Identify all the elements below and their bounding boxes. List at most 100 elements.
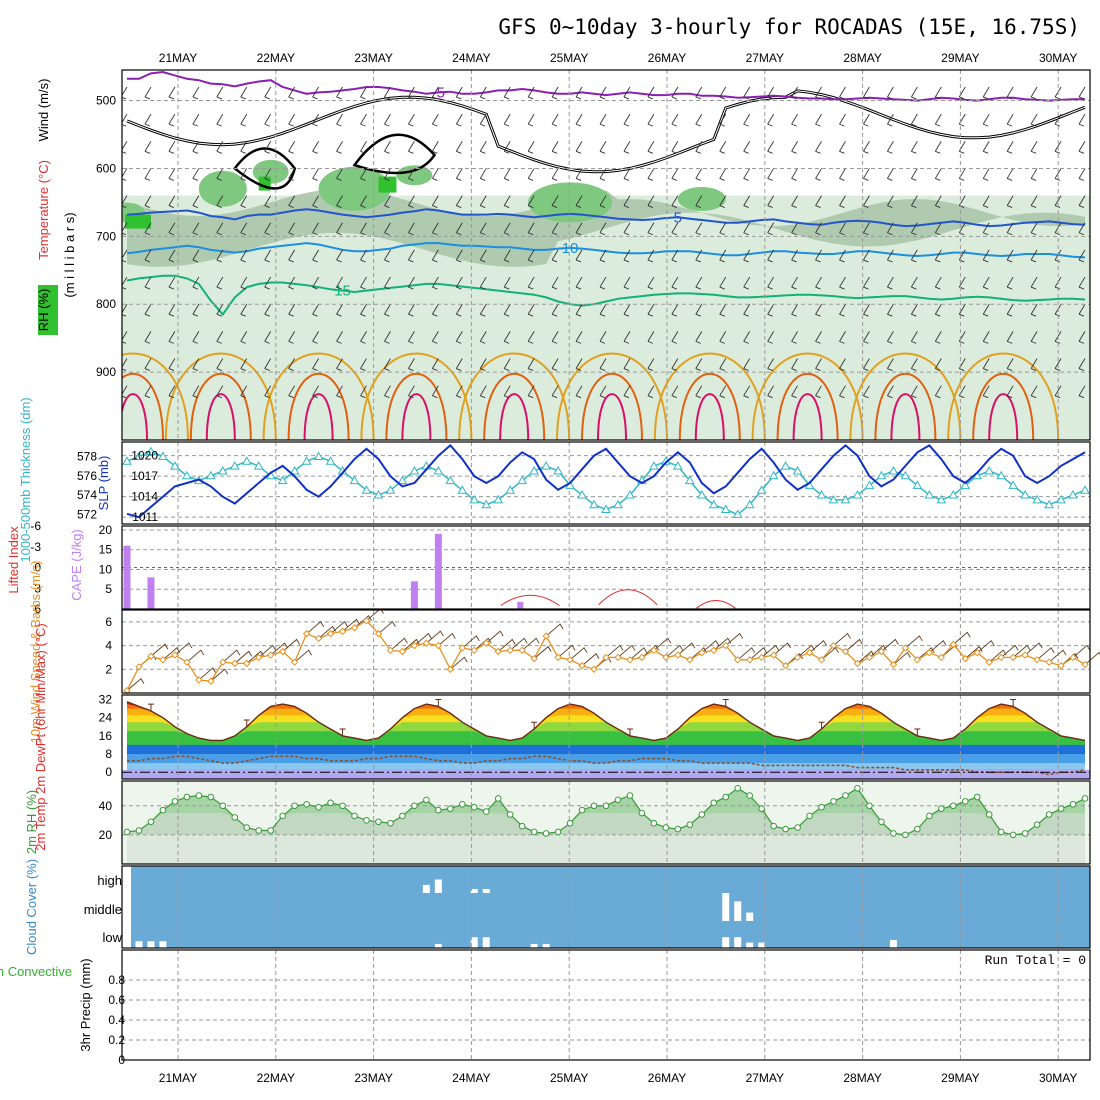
cape-axis-label: CAPE (J/kg) bbox=[69, 529, 84, 601]
wind-barb bbox=[791, 303, 798, 317]
li-tick-label: -3 bbox=[30, 540, 41, 554]
wind-barb bbox=[1000, 644, 1019, 658]
wind-barb bbox=[122, 303, 128, 317]
wind-barb bbox=[527, 276, 535, 290]
wind-barb bbox=[288, 385, 296, 399]
wind-barb bbox=[503, 86, 511, 100]
cape-bar bbox=[123, 545, 131, 609]
wind-barb bbox=[503, 276, 511, 290]
wind-barb bbox=[551, 331, 559, 344]
wind-barb bbox=[743, 168, 751, 181]
wind-barb bbox=[1024, 642, 1043, 656]
isotherm-label: -5 bbox=[432, 84, 445, 101]
cloud-cover-background bbox=[131, 866, 1090, 948]
wind-barb bbox=[479, 222, 487, 236]
rh2m-point bbox=[279, 812, 286, 820]
cloud-bar-low bbox=[470, 937, 478, 948]
wind-barb bbox=[258, 644, 277, 658]
cloud-bar-low bbox=[722, 937, 730, 948]
rh2m-point bbox=[482, 808, 490, 815]
rh2m-point bbox=[566, 819, 574, 827]
wind-barb bbox=[1036, 647, 1055, 661]
warm-isotherm-lobe bbox=[890, 393, 921, 440]
wind-barb bbox=[910, 195, 918, 209]
wind-barb bbox=[934, 195, 942, 209]
upper-air-content: -5 5 10 15 bbox=[122, 70, 1090, 440]
warm-isotherm-lobe bbox=[122, 393, 148, 440]
wind-barb bbox=[414, 632, 432, 646]
cloud-bar-middle bbox=[746, 912, 754, 921]
rh2m-point bbox=[985, 811, 993, 818]
date-label-bottom: 27MAY bbox=[746, 1071, 784, 1085]
wind-barb bbox=[264, 331, 272, 344]
thickness-point bbox=[996, 470, 1007, 480]
wind-speed-point bbox=[350, 624, 359, 632]
rh2m-point bbox=[830, 798, 837, 805]
thickness-point bbox=[1056, 494, 1066, 504]
wind-barb bbox=[671, 113, 679, 127]
wind-barb bbox=[306, 621, 325, 635]
date-label-bottom: 28MAY bbox=[843, 1071, 881, 1085]
minmax-errorbar bbox=[1010, 699, 1017, 707]
rh2m-point bbox=[255, 827, 263, 834]
wind-barb bbox=[791, 331, 798, 344]
thickness-point bbox=[289, 465, 300, 475]
rh2m-panel: 20 40 2m RH (%) bbox=[24, 780, 1091, 865]
cape-bar bbox=[434, 533, 442, 609]
wind-barb bbox=[408, 331, 415, 344]
wind-barb bbox=[863, 222, 870, 236]
wind-barb bbox=[623, 222, 631, 236]
wind-speed-point bbox=[805, 648, 814, 657]
wind-barb bbox=[910, 331, 918, 344]
wind-speed-point bbox=[853, 659, 862, 668]
upper-air-frame bbox=[121, 69, 1091, 441]
wind-barb bbox=[551, 222, 559, 236]
thickness-point bbox=[517, 475, 528, 485]
warm-isotherm-lobe bbox=[988, 393, 1019, 440]
wind-barb bbox=[1006, 358, 1014, 371]
date-label-top: 27MAY bbox=[746, 51, 784, 65]
rh-blob bbox=[528, 182, 613, 223]
wind-barb bbox=[809, 639, 827, 654]
wind-speed-point bbox=[446, 665, 455, 673]
wind-barb bbox=[462, 635, 480, 649]
wind-barb bbox=[910, 113, 918, 127]
minmax-errorbar bbox=[531, 721, 538, 730]
wind-speed-point bbox=[1081, 660, 1089, 669]
wind-barb bbox=[982, 385, 990, 399]
wind-speed-point bbox=[817, 656, 826, 664]
wind-barb bbox=[695, 249, 703, 263]
wind-barb bbox=[695, 303, 703, 317]
wind-barb bbox=[450, 656, 468, 670]
wind-barb bbox=[384, 303, 391, 317]
wind-barb bbox=[122, 276, 128, 290]
wind-barb bbox=[887, 249, 894, 263]
isotherm-line bbox=[127, 70, 1085, 102]
wind-speed-point bbox=[1009, 653, 1017, 662]
wind-speed-point bbox=[937, 653, 946, 662]
wind-barb bbox=[455, 331, 463, 344]
rh2m-tick-label: 20 bbox=[99, 828, 113, 842]
wind-barb bbox=[455, 195, 463, 209]
slp-thickness-panel: 1011 1014 1017 1020 572 574 576 578 1000-500mb T… bbox=[18, 397, 1091, 563]
wind-barb bbox=[431, 358, 439, 371]
rh2m-point bbox=[926, 812, 933, 820]
thickness-point bbox=[948, 490, 959, 499]
wind-barb bbox=[791, 276, 798, 290]
wind-barb bbox=[839, 113, 846, 127]
isotherm-line bbox=[126, 242, 1086, 259]
rh2m-point bbox=[626, 792, 634, 799]
temp-tick-label: 0 bbox=[105, 765, 112, 779]
wind-barb bbox=[551, 195, 559, 209]
rh2m-point bbox=[339, 802, 346, 810]
wind-barb bbox=[144, 249, 152, 263]
wind-barb bbox=[767, 276, 775, 290]
wind-barb bbox=[210, 668, 229, 682]
wind-barb bbox=[815, 385, 822, 399]
wind-barb bbox=[527, 331, 535, 344]
wind-barb bbox=[455, 358, 463, 371]
wind-barb bbox=[815, 141, 822, 154]
wind-barb bbox=[408, 358, 415, 371]
thickness-point bbox=[325, 456, 336, 465]
wind-speed-point bbox=[829, 641, 838, 650]
